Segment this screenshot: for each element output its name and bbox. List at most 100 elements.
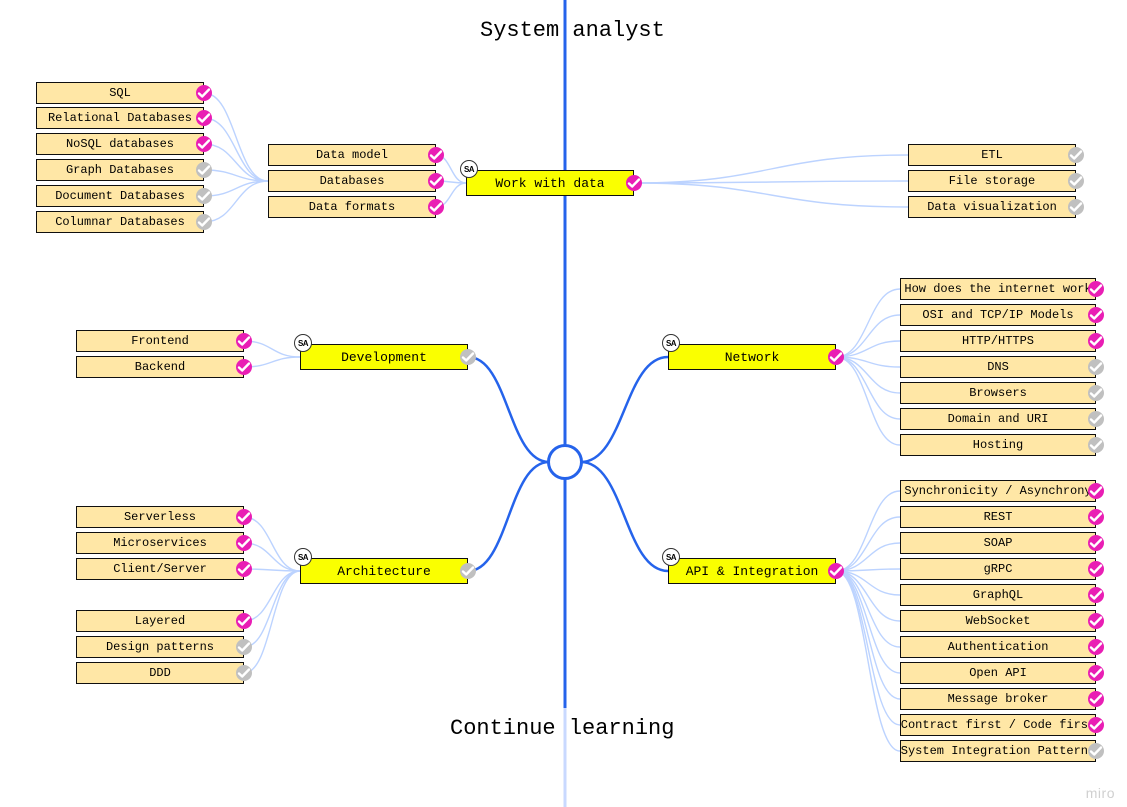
- leaf-node-label: DDD: [149, 667, 171, 679]
- main-node-label: Development: [341, 351, 427, 364]
- status-badge-pink: [236, 613, 252, 629]
- leaf-node-label: Relational Databases: [48, 112, 192, 124]
- leaf-node[interactable]: Frontend: [76, 330, 244, 352]
- sa-badge-text: SA: [298, 553, 308, 562]
- leaf-node-label: REST: [984, 511, 1013, 523]
- status-badge-pink: [236, 333, 252, 349]
- leaf-node[interactable]: Contract first / Code first: [900, 714, 1096, 736]
- leaf-node[interactable]: Synchronicity / Asynchrony: [900, 480, 1096, 502]
- main-node-label: Work with data: [495, 177, 604, 190]
- sa-badge: SA: [662, 548, 680, 566]
- leaf-node[interactable]: Data model: [268, 144, 436, 166]
- leaf-node[interactable]: SQL: [36, 82, 204, 104]
- status-badge-pink: [1088, 639, 1104, 655]
- leaf-node[interactable]: How does the internet work: [900, 278, 1096, 300]
- leaf-node[interactable]: Design patterns: [76, 636, 244, 658]
- leaf-node[interactable]: Open API: [900, 662, 1096, 684]
- leaf-node[interactable]: Client/Server: [76, 558, 244, 580]
- leaf-node-label: Message broker: [948, 693, 1049, 705]
- leaf-node[interactable]: GraphQL: [900, 584, 1096, 606]
- leaf-node-label: GraphQL: [973, 589, 1023, 601]
- leaf-node[interactable]: SOAP: [900, 532, 1096, 554]
- leaf-node-label: Data visualization: [927, 201, 1057, 213]
- leaf-node[interactable]: WebSocket: [900, 610, 1096, 632]
- leaf-node-label: Serverless: [124, 511, 196, 523]
- leaf-node[interactable]: Databases: [268, 170, 436, 192]
- leaf-node[interactable]: DNS: [900, 356, 1096, 378]
- main-node-api_integration[interactable]: API & Integration: [668, 558, 836, 584]
- leaf-node[interactable]: DDD: [76, 662, 244, 684]
- leaf-node-label: DNS: [987, 361, 1009, 373]
- leaf-node[interactable]: Message broker: [900, 688, 1096, 710]
- leaf-node[interactable]: Microservices: [76, 532, 244, 554]
- leaf-node-label: SOAP: [984, 537, 1013, 549]
- leaf-node-label: gRPC: [984, 563, 1013, 575]
- leaf-node-label: Databases: [320, 175, 385, 187]
- leaf-node-label: Graph Databases: [66, 164, 174, 176]
- leaf-node[interactable]: OSI and TCP/IP Models: [900, 304, 1096, 326]
- leaf-node-label: HTTP/HTTPS: [962, 335, 1034, 347]
- status-badge-gray: [196, 214, 212, 230]
- leaf-node-label: Authentication: [948, 641, 1049, 653]
- status-badge-pink: [1088, 509, 1104, 525]
- leaf-node[interactable]: Data formats: [268, 196, 436, 218]
- status-badge-pink: [626, 175, 642, 191]
- status-badge-gray: [196, 188, 212, 204]
- sa-badge: SA: [294, 334, 312, 352]
- leaf-node-label: WebSocket: [966, 615, 1031, 627]
- leaf-node-label: System Integration Patterns: [901, 745, 1095, 757]
- main-node-network[interactable]: Network: [668, 344, 836, 370]
- leaf-node[interactable]: System Integration Patterns: [900, 740, 1096, 762]
- sa-badge: SA: [460, 160, 478, 178]
- main-node-label: Architecture: [337, 565, 431, 578]
- main-node-work_with_data[interactable]: Work with data: [466, 170, 634, 196]
- leaf-node-label: NoSQL databases: [66, 138, 174, 150]
- leaf-node[interactable]: Columnar Databases: [36, 211, 204, 233]
- status-badge-pink: [1088, 307, 1104, 323]
- leaf-node[interactable]: Relational Databases: [36, 107, 204, 129]
- leaf-node-label: Document Databases: [55, 190, 185, 202]
- status-badge-pink: [1088, 613, 1104, 629]
- leaf-node[interactable]: Browsers: [900, 382, 1096, 404]
- main-node-label: API & Integration: [686, 565, 819, 578]
- status-badge-gray: [1068, 147, 1084, 163]
- status-badge-pink: [1088, 561, 1104, 577]
- leaf-node[interactable]: Serverless: [76, 506, 244, 528]
- main-node-architecture[interactable]: Architecture: [300, 558, 468, 584]
- sa-badge-text: SA: [298, 339, 308, 348]
- leaf-node[interactable]: Hosting: [900, 434, 1096, 456]
- leaf-node-label: SQL: [109, 87, 131, 99]
- leaf-node[interactable]: gRPC: [900, 558, 1096, 580]
- status-badge-pink: [1088, 691, 1104, 707]
- leaf-node-label: Data formats: [309, 201, 395, 213]
- leaf-node-label: Microservices: [113, 537, 207, 549]
- leaf-node[interactable]: Data visualization: [908, 196, 1076, 218]
- hub-circle: [547, 444, 583, 480]
- sa-badge: SA: [662, 334, 680, 352]
- leaf-node-label: Open API: [969, 667, 1027, 679]
- leaf-node[interactable]: Graph Databases: [36, 159, 204, 181]
- leaf-node-label: Browsers: [969, 387, 1027, 399]
- status-badge-gray: [1088, 743, 1104, 759]
- status-badge-pink: [1088, 535, 1104, 551]
- sa-badge-text: SA: [666, 339, 676, 348]
- leaf-node[interactable]: Document Databases: [36, 185, 204, 207]
- leaf-node[interactable]: NoSQL databases: [36, 133, 204, 155]
- title-top: System analyst: [480, 18, 665, 43]
- leaf-node[interactable]: ETL: [908, 144, 1076, 166]
- leaf-node[interactable]: Backend: [76, 356, 244, 378]
- status-badge-gray: [1088, 411, 1104, 427]
- status-badge-pink: [828, 563, 844, 579]
- status-badge-gray: [196, 162, 212, 178]
- leaf-node[interactable]: Domain and URI: [900, 408, 1096, 430]
- leaf-node[interactable]: File storage: [908, 170, 1076, 192]
- status-badge-pink: [1088, 281, 1104, 297]
- leaf-node-label: Contract first / Code first: [901, 719, 1095, 731]
- status-badge-gray: [236, 639, 252, 655]
- leaf-node[interactable]: REST: [900, 506, 1096, 528]
- leaf-node[interactable]: Layered: [76, 610, 244, 632]
- leaf-node[interactable]: HTTP/HTTPS: [900, 330, 1096, 352]
- leaf-node[interactable]: Authentication: [900, 636, 1096, 658]
- main-node-development[interactable]: Development: [300, 344, 468, 370]
- status-badge-pink: [428, 173, 444, 189]
